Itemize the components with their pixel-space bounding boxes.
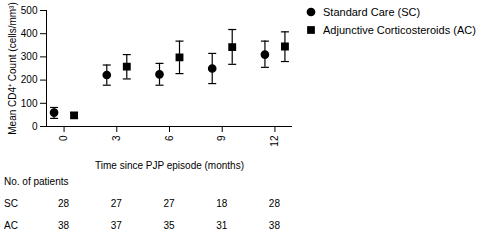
html-text:AC: AC	[4, 220, 18, 231]
html-text:38: 38	[58, 220, 70, 231]
svg-text:3: 3	[111, 135, 122, 141]
svg-text:Time since PJP episode (months: Time since PJP episode (months)	[95, 160, 244, 171]
svg-text:0: 0	[32, 121, 38, 132]
html-text:37: 37	[110, 220, 122, 231]
html-text:31: 31	[216, 220, 228, 231]
svg-text:0: 0	[58, 135, 69, 141]
html-text:28: 28	[58, 198, 70, 209]
svg-text:Mean CD4⁺ Count (cells/mm³): Mean CD4⁺ Count (cells/mm³)	[7, 2, 18, 134]
svg-text:6: 6	[164, 135, 175, 141]
html-text:28: 28	[268, 198, 280, 209]
html-text:Adjunctive Corticosteroids (AC: Adjunctive Corticosteroids (AC)	[323, 24, 476, 36]
svg-text:500: 500	[21, 5, 38, 16]
html-text:38: 38	[268, 220, 280, 231]
svg-text:200: 200	[21, 74, 38, 85]
svg-text:300: 300	[21, 51, 38, 62]
html-text:35: 35	[163, 220, 175, 231]
svg-text:12: 12	[269, 135, 280, 147]
svg-text:9: 9	[216, 135, 227, 141]
svg-text:100: 100	[21, 98, 38, 109]
html-text:No. of patients: No. of patients	[4, 176, 69, 187]
html-text:Standard Care (SC): Standard Care (SC)	[323, 6, 421, 18]
html-text:18: 18	[216, 198, 228, 209]
svg-text:400: 400	[21, 28, 38, 39]
html-text:SC: SC	[4, 198, 18, 209]
html-text:27: 27	[110, 198, 122, 209]
html-text:27: 27	[163, 198, 175, 209]
